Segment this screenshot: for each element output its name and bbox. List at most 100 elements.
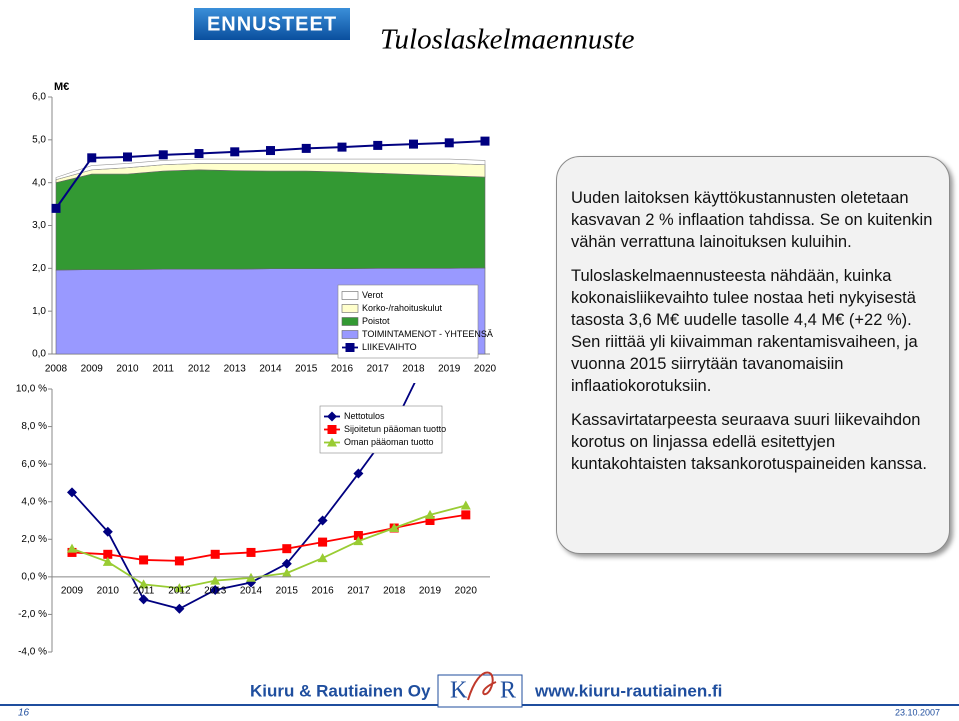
marker	[301, 143, 311, 153]
marker	[210, 585, 221, 596]
text-box: Uuden laitoksen käyttökustannusten olete…	[556, 156, 950, 554]
x-tick-label: 2019	[438, 364, 461, 375]
marker	[87, 153, 97, 163]
legend-label: Poistot	[362, 316, 390, 326]
marker	[327, 437, 337, 447]
x-tick-label: 2015	[295, 364, 318, 375]
x-tick-label: 2011	[133, 586, 155, 597]
marker	[389, 523, 400, 533]
logo-r: R	[500, 678, 516, 704]
logo-swirl	[467, 671, 497, 701]
website: www.kiuru-rautiainen.fi	[534, 681, 722, 700]
x-tick-label: 2018	[383, 586, 406, 597]
legend-swatch	[341, 330, 359, 339]
y-tick-label: 6,0	[32, 92, 46, 103]
x-tick-label: 2019	[419, 586, 442, 597]
marker	[174, 583, 185, 593]
marker	[67, 543, 77, 553]
x-tick-label: 2020	[474, 364, 497, 375]
date: 23.10.2007	[895, 707, 940, 717]
legend-swatch	[341, 317, 359, 326]
y-tick-label: -2,0 %	[18, 609, 47, 620]
marker	[246, 547, 256, 557]
y-tick-label: -4,0 %	[18, 647, 47, 658]
page-number: 16	[18, 708, 30, 719]
x-tick-label: 2014	[240, 586, 263, 597]
legend-label: LIIKEVAIHTO	[362, 342, 417, 352]
marker	[51, 203, 61, 213]
marker	[194, 149, 204, 159]
marker	[353, 536, 364, 546]
area	[55, 169, 486, 271]
marker	[210, 575, 221, 585]
logo-k: K	[450, 678, 468, 704]
marker	[138, 579, 149, 589]
y-tick-label: 1,0	[32, 306, 46, 317]
company-name: Kiuru & Rautiainen Oy	[250, 681, 431, 700]
marker	[210, 549, 220, 559]
logo-box	[437, 674, 523, 708]
y-tick-label: 2,0	[32, 263, 46, 274]
x-tick-label: 2020	[455, 586, 478, 597]
legend-label: Verot	[362, 290, 384, 300]
paragraph: Uuden laitoksen käyttökustannusten olete…	[571, 189, 933, 251]
x-tick-label: 2010	[116, 364, 139, 375]
x-tick-label: 2017	[347, 586, 370, 597]
y-tick-label: 0,0 %	[21, 571, 47, 582]
marker	[139, 555, 149, 565]
marker	[123, 152, 132, 162]
legend-swatch	[341, 304, 359, 313]
marker	[337, 142, 347, 152]
marker	[102, 526, 113, 537]
area	[55, 158, 486, 181]
x-tick-label: 2012	[188, 364, 211, 375]
marker	[327, 411, 337, 422]
marker	[138, 594, 149, 605]
marker	[317, 515, 328, 526]
x-tick-label: 2018	[402, 364, 425, 375]
marker	[174, 556, 184, 566]
legend-label: Nettotulos	[344, 411, 385, 421]
y-tick-label: 10,0 %	[16, 384, 47, 395]
y-tick-label: 4,0	[32, 177, 46, 188]
x-tick-label: 2013	[204, 586, 227, 597]
marker	[158, 150, 168, 160]
paragraph: Kassavirtatarpeesta seuraava suuri liike…	[571, 411, 927, 473]
marker	[460, 500, 471, 510]
marker	[409, 139, 418, 149]
marker	[174, 603, 185, 614]
marker	[281, 568, 292, 578]
legend-box	[319, 405, 443, 454]
x-tick-label: 2010	[97, 586, 120, 597]
section-title: ENNUSTEET	[207, 13, 337, 35]
x-tick-label: 2016	[311, 586, 334, 597]
marker	[266, 146, 275, 156]
x-tick-label: 2011	[152, 364, 174, 375]
x-tick-label: 2017	[367, 364, 390, 375]
legend-box	[337, 284, 479, 359]
legend-label: TOIMINTAMENOT - YHTEENSÄ	[362, 329, 493, 339]
legend-label: Sijoitetun pääoman tuotto	[344, 424, 446, 434]
unit-label: M€	[54, 81, 69, 93]
x-tick-label: 2013	[224, 364, 247, 375]
x-tick-label: 2016	[331, 364, 354, 375]
y-tick-label: 5,0	[32, 134, 46, 145]
y-tick-label: 3,0	[32, 220, 46, 231]
line	[71, 513, 466, 562]
x-tick-label: 2009	[81, 364, 104, 375]
legend-label: Korko-/rahoituskulut	[362, 303, 443, 313]
marker	[67, 487, 77, 498]
marker	[318, 537, 328, 547]
legend-label: Oman pääoman tuotto	[344, 437, 434, 447]
x-tick-label: 2009	[61, 586, 84, 597]
x-tick-label: 2012	[168, 586, 191, 597]
marker	[480, 136, 490, 146]
marker	[282, 544, 292, 554]
marker	[425, 509, 435, 519]
x-tick-label: 2015	[276, 586, 299, 597]
marker	[461, 510, 471, 520]
x-tick-label: 2008	[45, 364, 68, 375]
slide-title: Tuloslaskelmaennuste	[380, 24, 635, 56]
y-tick-label: 6,0 %	[21, 459, 47, 470]
